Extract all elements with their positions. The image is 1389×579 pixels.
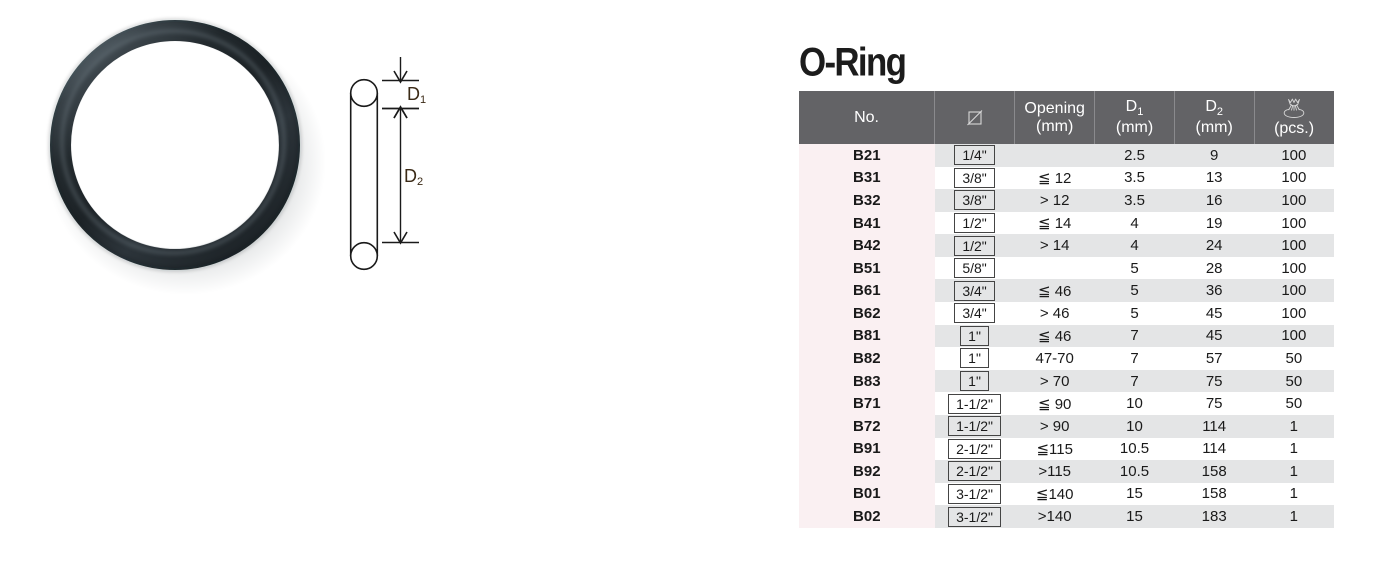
- svg-text:D2: D2: [404, 166, 423, 188]
- svg-text:D1: D1: [407, 84, 426, 106]
